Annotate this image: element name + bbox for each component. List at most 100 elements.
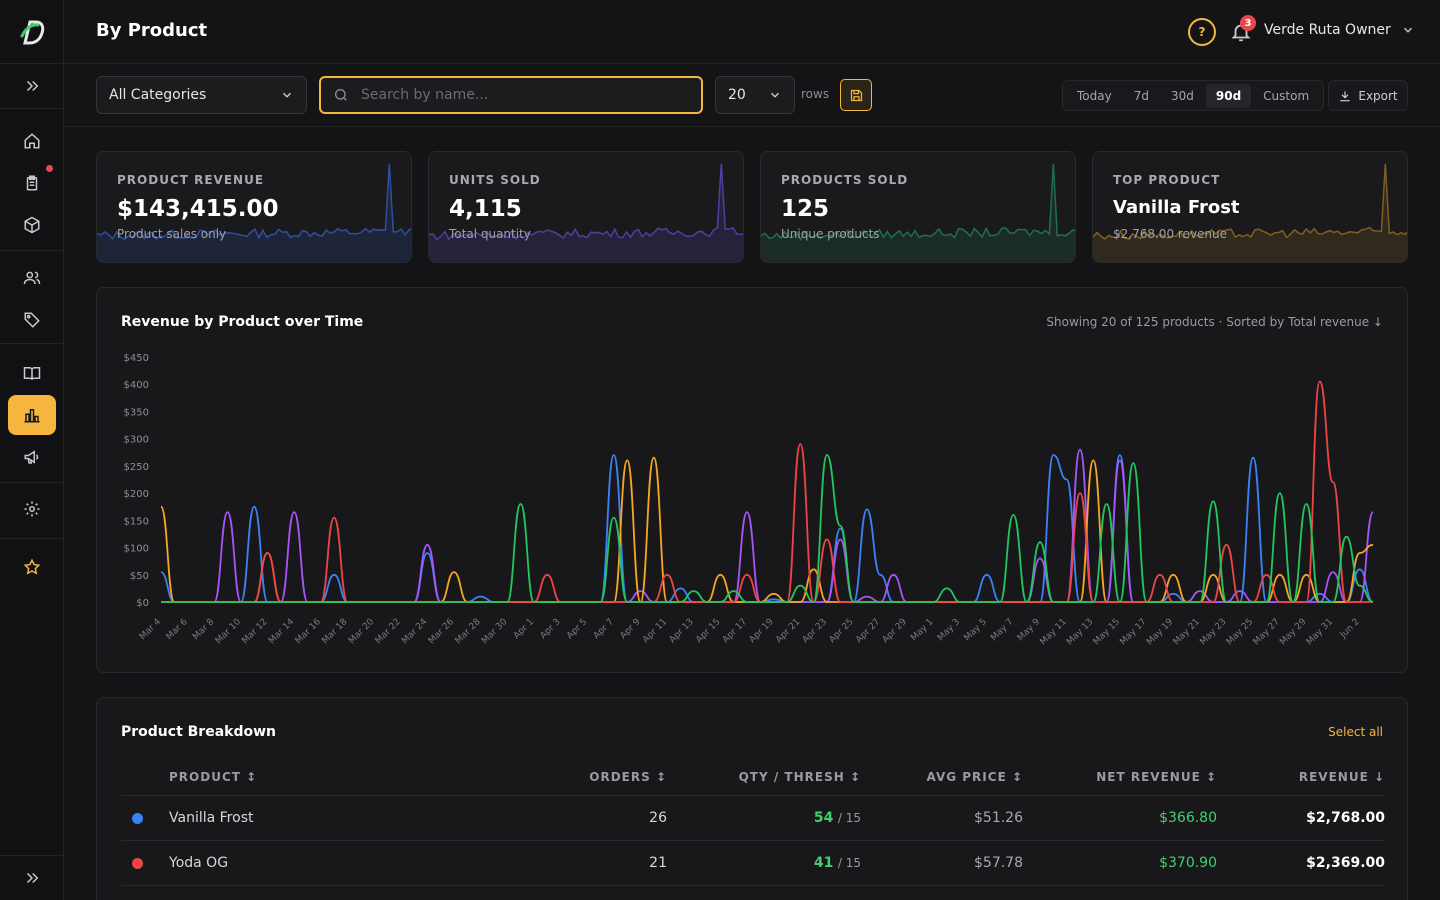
x-tick-label: Mar 8 bbox=[191, 617, 216, 642]
rows-select[interactable]: 20 bbox=[715, 76, 795, 114]
expand-sidebar-button[interactable] bbox=[12, 68, 52, 104]
x-tick-label: Apr 5 bbox=[565, 617, 589, 641]
x-tick-label: Mar 18 bbox=[320, 617, 349, 646]
sidebar-item-settings[interactable] bbox=[12, 491, 52, 527]
card-label: UNITS SOLD bbox=[449, 173, 541, 187]
x-tick-label: Apr 13 bbox=[668, 617, 696, 645]
sidebar-item-analytics[interactable] bbox=[8, 395, 56, 435]
sparkline-area bbox=[761, 164, 1075, 262]
x-tick-label: May 3 bbox=[936, 617, 962, 643]
select-all-link[interactable]: Select all bbox=[1328, 725, 1383, 739]
range-tab-30d[interactable]: 30d bbox=[1170, 88, 1194, 103]
save-view-button[interactable] bbox=[840, 79, 872, 111]
x-tick-label: May 31 bbox=[1305, 617, 1335, 647]
series-line-4[interactable] bbox=[161, 380, 1373, 603]
sidebar-item-discounts[interactable] bbox=[12, 302, 52, 338]
chart-title: Revenue by Product over Time bbox=[121, 314, 364, 330]
help-button[interactable]: ? bbox=[1188, 18, 1216, 46]
sidebar-item-marketing[interactable] bbox=[12, 439, 52, 475]
range-tab-90d[interactable]: 90d bbox=[1205, 83, 1252, 108]
sidebar-item-catalog[interactable] bbox=[12, 355, 52, 391]
orders-value: 21 bbox=[649, 855, 667, 871]
card-subtitle: $2,768.00 revenue bbox=[1113, 227, 1228, 241]
sidebar-item-customers[interactable] bbox=[12, 260, 52, 296]
collapse-toggle-button[interactable] bbox=[12, 860, 52, 896]
col-qty-thresh[interactable]: QTY / THRESH ↕ bbox=[738, 770, 861, 784]
table-row[interactable]: Vanilla Frost 26 54 / 15 $51.26 $366.80 … bbox=[121, 796, 1385, 841]
sparkline-area bbox=[1093, 164, 1407, 262]
sidebar-item-products[interactable] bbox=[12, 207, 52, 243]
x-tick-label: May 29 bbox=[1278, 617, 1309, 648]
user-menu[interactable]: Verde Ruta Owner bbox=[1264, 22, 1415, 38]
range-tab-today[interactable]: Today bbox=[1077, 88, 1112, 103]
qty-thresh-value: 54 / 15 bbox=[814, 810, 861, 826]
export-button[interactable]: Export bbox=[1328, 80, 1408, 111]
box-icon bbox=[24, 216, 40, 234]
tag-icon bbox=[24, 312, 40, 328]
x-tick-label: Mar 4 bbox=[138, 617, 163, 642]
search-icon bbox=[335, 89, 347, 101]
col-orders[interactable]: ORDERS ↕ bbox=[589, 770, 667, 784]
sidebar-item-orders[interactable] bbox=[12, 165, 52, 201]
y-tick-label: $200 bbox=[124, 489, 149, 500]
x-tick-label: Apr 15 bbox=[694, 617, 722, 645]
chevrons-right-icon bbox=[26, 80, 39, 92]
col-product[interactable]: PRODUCT ↕ bbox=[169, 770, 258, 784]
thresh-value: / 15 bbox=[837, 811, 861, 825]
logo-icon[interactable] bbox=[16, 16, 48, 48]
col-revenue[interactable]: REVENUE ↓ bbox=[1298, 770, 1385, 784]
x-tick-label: Mar 26 bbox=[427, 617, 456, 646]
series-color-dot[interactable] bbox=[132, 813, 143, 824]
x-tick-label: May 23 bbox=[1198, 617, 1228, 647]
qty-value: 41 bbox=[813, 855, 834, 871]
sparkline bbox=[429, 163, 743, 262]
revenue-line-chart[interactable]: $0 $50 $100 $150 $200 $250 $300 $350 $400 $450 Mar… bbox=[97, 288, 1409, 674]
x-tick-label: Apr 11 bbox=[641, 617, 669, 645]
table-row[interactable]: Yoda OG 21 41 / 15 $57.78 $370.90 $2,369… bbox=[121, 841, 1385, 886]
col-net-revenue[interactable]: NET REVENUE ↕ bbox=[1096, 770, 1217, 784]
search-input[interactable] bbox=[361, 87, 681, 103]
card-value: $143,415.00 bbox=[117, 196, 279, 222]
category-select[interactable]: All Categories bbox=[96, 76, 307, 114]
sparkline bbox=[97, 163, 411, 262]
gear-icon bbox=[24, 501, 40, 517]
x-tick-label: Apr 21 bbox=[774, 617, 802, 645]
star-icon bbox=[23, 558, 41, 575]
x-tick-label: Apr 17 bbox=[721, 617, 749, 645]
chevron-down-icon bbox=[282, 92, 292, 98]
card-subtitle: Product sales only bbox=[117, 227, 227, 241]
x-tick-label: Mar 16 bbox=[294, 617, 323, 646]
table-title: Product Breakdown bbox=[121, 724, 277, 740]
range-tab-7d[interactable]: 7d bbox=[1133, 88, 1149, 103]
table-header: PRODUCT ↕ ORDERS ↕ QTY / THRESH ↕ AVG PR… bbox=[121, 764, 1385, 796]
product-name: Vanilla Frost bbox=[169, 810, 254, 826]
download-icon bbox=[1340, 90, 1351, 101]
x-tick-label: May 15 bbox=[1092, 617, 1122, 647]
card-value: Vanilla Frost bbox=[1113, 197, 1240, 218]
x-tick-label: May 19 bbox=[1145, 617, 1176, 648]
orders-value: 26 bbox=[649, 810, 667, 826]
sparkline-line bbox=[97, 163, 411, 241]
x-tick-label: May 11 bbox=[1038, 617, 1068, 647]
x-tick-label: May 7 bbox=[989, 617, 1015, 643]
sparkline-line bbox=[429, 163, 743, 241]
book-open-icon bbox=[23, 367, 41, 380]
x-tick-label: Mar 28 bbox=[454, 617, 483, 646]
series-line-5[interactable] bbox=[161, 454, 1374, 603]
sidebar-divider bbox=[0, 482, 64, 483]
qty-thresh-value: 41 / 15 bbox=[814, 855, 861, 871]
search-box[interactable] bbox=[319, 76, 703, 114]
range-tab-custom[interactable]: Custom bbox=[1263, 88, 1310, 103]
col-avg-price[interactable]: AVG PRICE ↕ bbox=[926, 770, 1023, 784]
sidebar-item-favorites[interactable] bbox=[12, 549, 52, 585]
card-subtitle: Unique products bbox=[781, 227, 880, 241]
chart-meta: Showing 20 of 125 products · Sorted by T… bbox=[1046, 315, 1383, 329]
x-tick-label: Apr 23 bbox=[801, 617, 829, 645]
home-icon bbox=[24, 133, 40, 149]
sidebar bbox=[0, 0, 64, 900]
x-tick-label: Apr 3 bbox=[539, 617, 563, 641]
sidebar-item-home[interactable] bbox=[12, 123, 52, 159]
net-revenue-value: $366.80 bbox=[1159, 810, 1217, 826]
series-color-dot[interactable] bbox=[132, 858, 143, 869]
